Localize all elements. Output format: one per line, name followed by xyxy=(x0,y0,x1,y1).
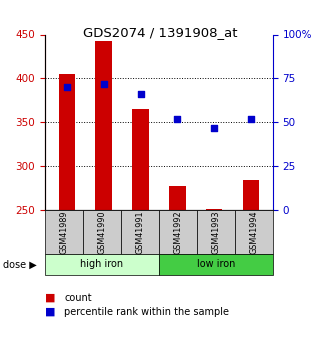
Bar xyxy=(59,74,75,210)
Bar xyxy=(95,41,112,210)
Text: high iron: high iron xyxy=(80,259,124,269)
Text: percentile rank within the sample: percentile rank within the sample xyxy=(64,307,229,316)
Bar xyxy=(132,109,149,210)
Text: GSM41992: GSM41992 xyxy=(173,210,182,254)
Point xyxy=(212,125,217,130)
Text: dose ▶: dose ▶ xyxy=(3,259,37,269)
Text: count: count xyxy=(64,293,92,303)
Point xyxy=(175,116,180,122)
Bar xyxy=(243,180,259,210)
Text: GDS2074 / 1391908_at: GDS2074 / 1391908_at xyxy=(83,26,238,39)
Text: low iron: low iron xyxy=(197,259,235,269)
Text: ■: ■ xyxy=(45,293,56,303)
Text: GSM41991: GSM41991 xyxy=(135,210,144,254)
Bar xyxy=(206,209,222,210)
Text: GSM41993: GSM41993 xyxy=(211,210,221,254)
Point xyxy=(101,81,106,87)
Text: GSM41994: GSM41994 xyxy=(249,210,258,254)
Text: GSM41989: GSM41989 xyxy=(59,210,68,254)
Point xyxy=(248,116,253,122)
Bar xyxy=(169,186,186,210)
Text: GSM41990: GSM41990 xyxy=(97,210,107,254)
Point xyxy=(65,85,70,90)
Point xyxy=(138,91,143,97)
Text: ■: ■ xyxy=(45,307,56,316)
